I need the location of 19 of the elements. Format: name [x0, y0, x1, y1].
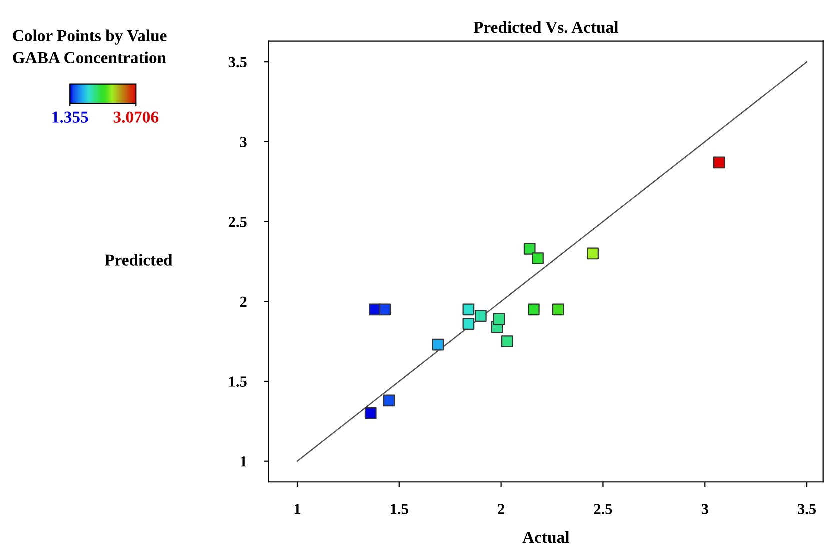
y-tick-label: 2.5 — [228, 216, 247, 228]
chart-title: Predicted Vs. Actual — [474, 21, 618, 34]
x-tick-label: 1 — [294, 504, 301, 514]
color-bar-label: 3.0706 — [114, 112, 159, 124]
color-bar-label: 1.355 — [52, 112, 88, 124]
color-bar-title: GABA Concentration — [13, 52, 166, 64]
y-tick-label: 2 — [240, 296, 247, 307]
x-tick-label: 2 — [498, 504, 504, 514]
x-tick-label: 3.5 — [798, 504, 816, 514]
x-tick-label: 1.5 — [391, 504, 408, 514]
y-tick-label: 3 — [240, 137, 247, 148]
y-tick-label: 3.5 — [228, 57, 247, 68]
y-tick-label: 1.5 — [230, 376, 247, 388]
y-axis-title: Predicted — [104, 254, 173, 266]
y-tick-label: 1 — [241, 456, 247, 467]
x-tick-label: 3 — [702, 504, 708, 514]
x-axis-title: Actual — [522, 531, 570, 544]
x-tick-label: 2.5 — [594, 504, 612, 514]
text: Color Points by Value — [13, 30, 167, 45]
